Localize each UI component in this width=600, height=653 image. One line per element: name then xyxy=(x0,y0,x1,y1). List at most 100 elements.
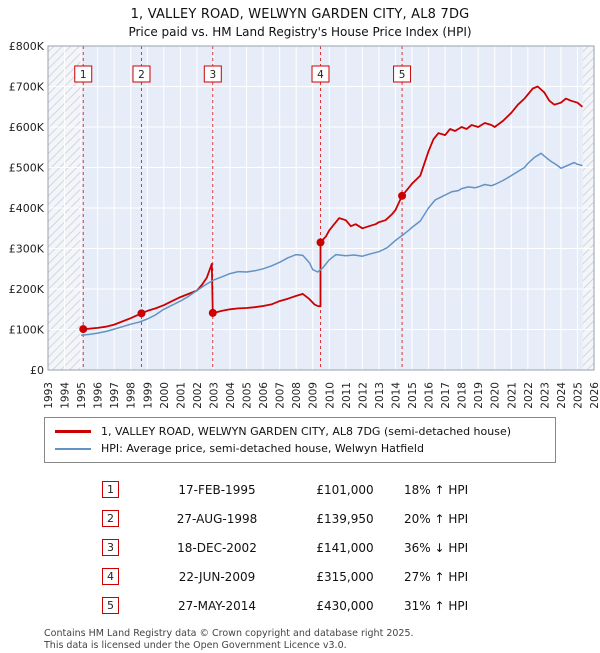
transaction-hpi-delta: 18% ↑ HPI xyxy=(404,482,469,497)
transaction-hpi-delta: 27% ↑ HPI xyxy=(404,569,469,584)
x-axis-label: 2005 xyxy=(242,382,254,409)
transaction-number-badge: 3 xyxy=(102,539,119,556)
sale-number-box xyxy=(74,65,93,83)
sale-point-marker xyxy=(208,308,217,317)
property-price-line xyxy=(83,85,583,330)
x-axis-label: 2010 xyxy=(324,382,336,409)
x-axis-label: 1999 xyxy=(142,382,154,409)
x-axis-label: 2016 xyxy=(424,382,436,409)
transaction-number-badge: 1 xyxy=(102,481,119,498)
transaction-date: 17-FEB-1995 xyxy=(178,482,256,497)
page-title: 1, VALLEY ROAD, WELWYN GARDEN CITY, AL8 … xyxy=(130,7,470,22)
svg-text:2: 2 xyxy=(138,69,145,81)
x-axis-label: 2019 xyxy=(473,382,485,409)
x-axis-label: 2006 xyxy=(258,382,270,409)
x-axis-label: 1996 xyxy=(93,382,105,409)
x-axis-label: 2001 xyxy=(175,382,187,409)
transaction-number-badge: 5 xyxy=(102,597,119,614)
transaction-row: 4 22-JUN-2009 £315,000 27% ↑ HPI xyxy=(102,562,498,591)
transaction-price: £430,000 xyxy=(316,598,374,613)
x-axis-label: 1998 xyxy=(126,382,138,409)
transaction-price: £101,000 xyxy=(316,482,374,497)
transaction-row: 2 27-AUG-1998 £139,950 20% ↑ HPI xyxy=(102,504,498,533)
y-axis-label: £300K xyxy=(9,243,45,256)
transactions-table: 1 17-FEB-1995 £101,000 18% ↑ HPI 2 27-AUG-199… xyxy=(102,475,498,620)
sale-point-marker xyxy=(79,325,88,334)
x-axis-label: 1993 xyxy=(43,382,55,409)
sale-point-marker xyxy=(316,238,325,247)
footer: Contains HM Land Registry data © Crown c… xyxy=(44,628,600,653)
legend-line-swatch xyxy=(55,447,91,450)
svg-text:3: 3 xyxy=(209,69,216,81)
page-subtitle: Price paid vs. HM Land Registry's House … xyxy=(128,25,472,39)
transaction-date: 18-DEC-2002 xyxy=(177,540,257,555)
price-chart: 1 2 3 4 5 £0 £100K £200K £300K £400K £500K £600K £70… xyxy=(9,40,600,409)
transaction-date: 27-AUG-1998 xyxy=(176,511,258,526)
transaction-row: 5 27-MAY-2014 £430,000 31% ↑ HPI xyxy=(102,591,498,620)
transaction-hpi-delta: 20% ↑ HPI xyxy=(404,511,469,526)
legend-label: HPI: Average price, semi-detached house,… xyxy=(101,442,424,455)
x-axis-label: 2021 xyxy=(506,382,518,409)
x-axis-label: 2014 xyxy=(390,382,402,409)
legend-label: 1, VALLEY ROAD, WELWYN GARDEN CITY, AL8 … xyxy=(101,425,512,438)
transaction-hpi-delta: 31% ↑ HPI xyxy=(404,598,469,613)
sale-point-marker xyxy=(137,309,146,318)
y-axis-label: £600K xyxy=(9,121,45,134)
svg-text:1: 1 xyxy=(80,69,87,81)
sale-number-box xyxy=(203,65,222,83)
transaction-hpi-delta: 36% ↓ HPI xyxy=(404,540,469,555)
legend-item: 1, VALLEY ROAD, WELWYN GARDEN CITY, AL8 … xyxy=(55,423,545,440)
transaction-row: 3 18-DEC-2002 £141,000 36% ↓ HPI xyxy=(102,533,498,562)
x-axis-label: 2002 xyxy=(192,382,204,409)
x-axis-label: 2003 xyxy=(208,382,220,409)
x-axis-label: 2011 xyxy=(341,382,353,409)
x-axis-label: 2013 xyxy=(374,382,386,409)
y-axis-label: £200K xyxy=(9,283,45,296)
x-axis-label: 1994 xyxy=(60,382,72,409)
y-axis-label: £700K xyxy=(9,81,45,94)
transaction-number-badge: 2 xyxy=(102,510,119,527)
transaction-number-badge: 4 xyxy=(102,568,119,585)
chart-legend: 1, VALLEY ROAD, WELWYN GARDEN CITY, AL8 … xyxy=(44,417,556,463)
svg-text:5: 5 xyxy=(399,69,406,81)
x-axis-label: 1997 xyxy=(109,382,121,409)
x-axis-label: 2018 xyxy=(457,382,469,409)
transaction-date: 22-JUN-2009 xyxy=(178,569,256,584)
axis-labels: £0 £100K £200K £300K £400K £500K £600K £700K £80… xyxy=(9,40,600,409)
transaction-date: 27-MAY-2014 xyxy=(177,598,256,613)
x-axis-label: 2015 xyxy=(407,382,419,409)
transaction-price: £315,000 xyxy=(316,569,374,584)
x-axis-label: 2012 xyxy=(357,382,369,409)
y-axis-label: £400K xyxy=(9,202,45,215)
transaction-row: 1 17-FEB-1995 £101,000 18% ↑ HPI xyxy=(102,475,498,504)
sale-number-boxes: 1 2 3 4 5 xyxy=(74,65,412,83)
hpi-line xyxy=(81,152,583,336)
x-axis-label: 2025 xyxy=(572,382,584,409)
x-axis-label: 2020 xyxy=(490,382,502,409)
y-axis-label: £800K xyxy=(9,40,45,53)
x-axis-label: 2026 xyxy=(589,382,600,409)
x-axis-label: 2007 xyxy=(275,382,287,409)
x-axis-label: 2009 xyxy=(308,382,320,409)
sale-number-box xyxy=(132,65,151,83)
y-axis-label: £0 xyxy=(30,364,44,377)
footer-line2: This data is licensed under the Open Gov… xyxy=(44,640,347,652)
x-axis-label: 2023 xyxy=(539,382,551,409)
plot-frame xyxy=(47,45,595,371)
sale-point-marker xyxy=(398,191,407,200)
x-axis-label: 2008 xyxy=(291,382,303,409)
footer-line1: Contains HM Land Registry data © Crown c… xyxy=(44,628,414,639)
sale-number-box xyxy=(393,65,412,83)
x-axis-label: 1995 xyxy=(76,382,88,409)
x-axis-label: 2022 xyxy=(523,382,535,409)
x-axis-label: 2024 xyxy=(556,382,568,409)
x-axis-label: 2017 xyxy=(440,382,452,409)
legend-line-swatch xyxy=(55,430,91,433)
transaction-price: £141,000 xyxy=(316,540,374,555)
legend-item: HPI: Average price, semi-detached house,… xyxy=(55,440,545,457)
y-axis-label: £100K xyxy=(9,324,45,337)
x-axis-label: 2000 xyxy=(159,382,171,409)
sale-number-box xyxy=(311,65,330,83)
transaction-price: £139,950 xyxy=(316,511,374,526)
